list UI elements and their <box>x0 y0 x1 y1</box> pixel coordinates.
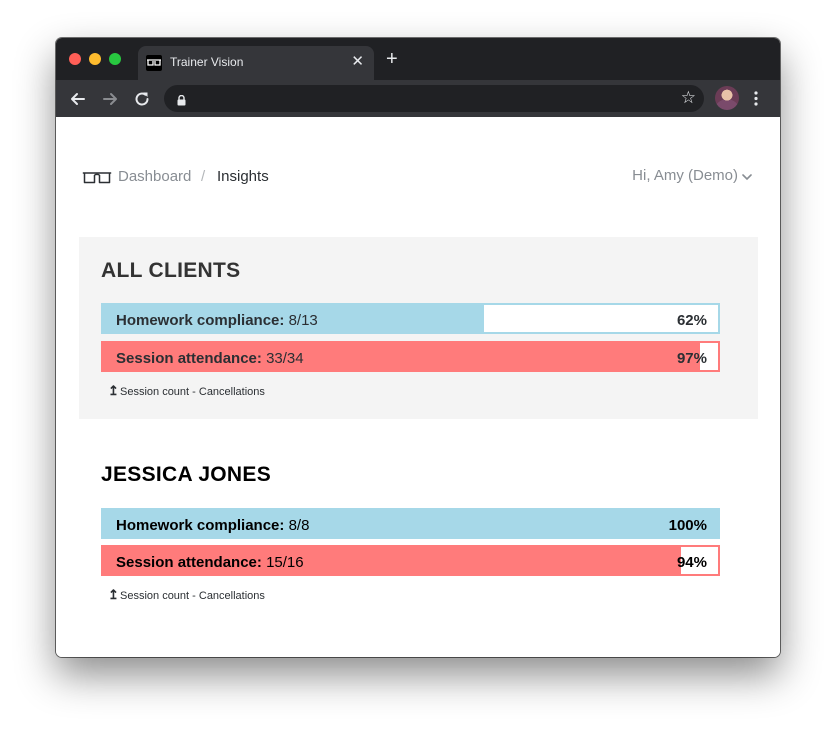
window-close-button[interactable] <box>69 53 81 65</box>
breadcrumb-separator: / <box>201 168 206 185</box>
page-content: Dashboard / Insights Hi, Amy (Demo) ALL … <box>56 117 780 657</box>
up-arrow-icon: ↥ <box>108 587 119 602</box>
homework-compliance-label: Homework compliance: 8/8 <box>116 517 309 534</box>
homework-percent: 100% <box>668 517 707 534</box>
forward-arrow-icon[interactable] <box>100 89 120 109</box>
section-title: ALL CLIENTS <box>101 259 241 282</box>
footnote: ↥Session count - Cancellations <box>108 383 265 399</box>
browser-toolbar: ☆ <box>56 80 780 117</box>
browser-tab[interactable]: Trainer Vision ✕ <box>138 46 374 80</box>
bookmark-star-icon[interactable]: ☆ <box>680 88 696 107</box>
homework-label-text: Homework compliance: <box>116 312 285 329</box>
profile-avatar[interactable] <box>715 86 739 110</box>
up-arrow-icon: ↥ <box>108 383 119 398</box>
reload-icon[interactable] <box>132 89 152 109</box>
tab-close-icon[interactable]: ✕ <box>351 53 364 70</box>
homework-compliance-bar: Homework compliance: 8/13 62% <box>101 303 720 334</box>
session-attendance-fill <box>103 343 700 370</box>
back-arrow-icon[interactable] <box>68 89 88 109</box>
attendance-label-text: Session attendance: <box>116 350 262 367</box>
attendance-value: 15/16 <box>266 554 304 571</box>
homework-compliance-label: Homework compliance: 8/13 <box>116 312 318 329</box>
lock-icon <box>177 93 186 111</box>
session-attendance-label: Session attendance: 15/16 <box>116 554 304 571</box>
session-attendance-bar: Session attendance: 15/16 94% <box>101 545 720 576</box>
session-attendance-label: Session attendance: 33/34 <box>116 350 304 367</box>
browser-window: Trainer Vision ✕ + <box>56 38 780 657</box>
glasses-favicon-icon <box>146 55 162 71</box>
homework-compliance-fill <box>103 305 485 332</box>
attendance-label-text: Session attendance: <box>116 554 262 571</box>
more-menu-icon[interactable] <box>754 91 758 111</box>
homework-value: 8/8 <box>288 517 310 534</box>
window-maximize-button[interactable] <box>109 53 121 65</box>
tab-bar: Trainer Vision ✕ + <box>56 38 780 80</box>
new-tab-button[interactable]: + <box>386 48 398 70</box>
user-menu[interactable]: Hi, Amy (Demo) <box>632 167 752 185</box>
attendance-value: 33/34 <box>266 350 304 367</box>
session-attendance-bar: Session attendance: 33/34 97% <box>101 341 720 372</box>
footnote-text: Session count - Cancellations <box>120 590 265 602</box>
homework-compliance-bar: Homework compliance: 8/8 100% <box>101 508 720 539</box>
section-title: JESSICA JONES <box>101 463 272 486</box>
chevron-down-icon <box>742 168 752 185</box>
footnote-text: Session count - Cancellations <box>120 386 265 398</box>
user-greeting: Hi, Amy (Demo) <box>632 167 738 184</box>
breadcrumb-current: Insights <box>217 168 269 185</box>
attendance-percent: 97% <box>676 350 707 367</box>
homework-percent: 62% <box>676 312 707 329</box>
homework-label-text: Homework compliance: <box>116 517 285 534</box>
breadcrumb-dashboard-link[interactable]: Dashboard <box>118 168 192 185</box>
tab-title: Trainer Vision <box>170 55 244 69</box>
footnote: ↥Session count - Cancellations <box>108 587 265 603</box>
homework-compliance-fill <box>103 510 718 537</box>
page-header: Dashboard / Insights Hi, Amy (Demo) <box>82 166 752 188</box>
window-minimize-button[interactable] <box>89 53 101 65</box>
session-attendance-fill <box>103 547 682 574</box>
address-bar[interactable]: ☆ <box>164 85 704 112</box>
glasses-logo-icon[interactable] <box>82 171 112 189</box>
homework-value: 8/13 <box>288 312 318 329</box>
attendance-percent: 94% <box>676 554 707 571</box>
